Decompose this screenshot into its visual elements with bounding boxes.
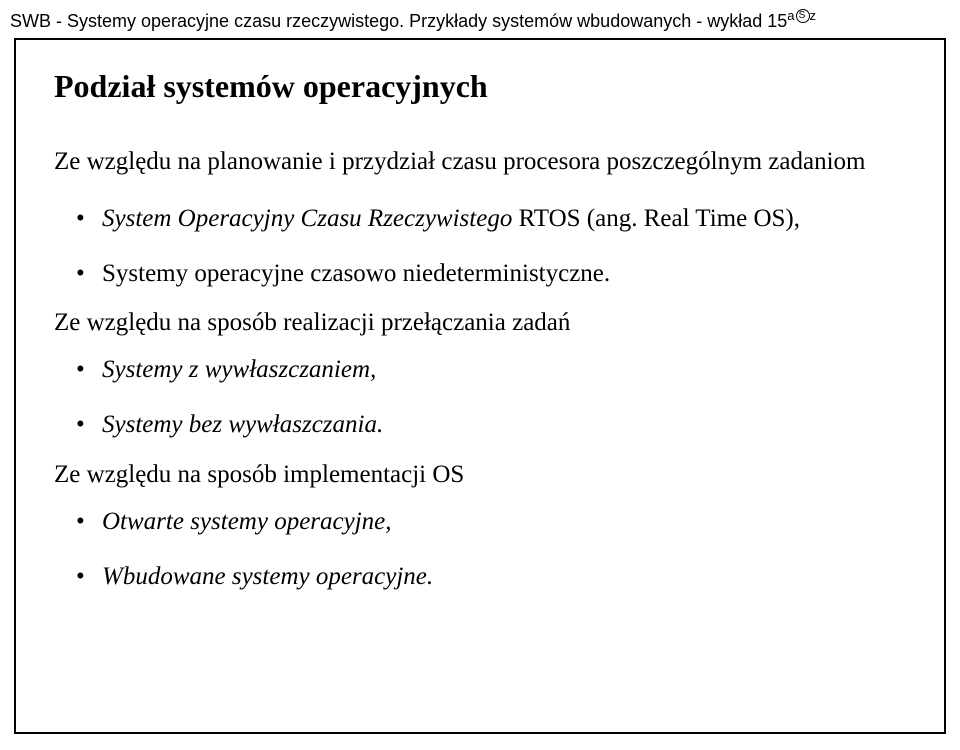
list-item: System Operacyjny Czasu Rzeczywistego RT… xyxy=(102,200,906,239)
section2-intro: Ze względu na sposób realizacji przełącz… xyxy=(54,309,906,337)
list-item: Otwarte systemy operacyjne, xyxy=(102,503,906,542)
list-item: Systemy z wywłaszczaniem, xyxy=(102,351,906,390)
bullet-italic: Systemy z wywłaszczaniem, xyxy=(102,356,376,383)
section1-bullets: System Operacyjny Czasu Rzeczywistego RT… xyxy=(54,200,906,294)
slide-title: Podział systemów operacyjnych xyxy=(54,68,906,105)
list-item: Systemy bez wywłaszczania. xyxy=(102,406,906,445)
bullet-italic: Systemy bez wywłaszczania. xyxy=(102,411,383,438)
list-item: Systemy operacyjne czasowo niedeterminis… xyxy=(102,255,906,294)
bullet-italic: Otwarte systemy operacyjne, xyxy=(102,508,392,535)
bullet-text: Systemy operacyjne czasowo niedeterminis… xyxy=(102,260,610,287)
list-item: Wbudowane systemy operacyjne. xyxy=(102,558,906,597)
section3-bullets: Otwarte systemy operacyjne, Wbudowane sy… xyxy=(54,503,906,597)
content-frame: Podział systemów operacyjnych Ze względu… xyxy=(14,38,946,734)
section2-bullets: Systemy z wywłaszczaniem, Systemy bez wy… xyxy=(54,351,906,445)
section3-intro: Ze względu na sposób implementacji OS xyxy=(54,461,906,489)
header-text: SWB - Systemy operacyjne czasu rzeczywis… xyxy=(10,11,787,31)
bullet-italic: System Operacyjny Czasu Rzeczywistego xyxy=(102,205,512,232)
page-header: SWB - Systemy operacyjne czasu rzeczywis… xyxy=(0,0,960,38)
section1-intro: Ze względu na planowanie i przydział cza… xyxy=(54,143,906,182)
header-superscript: aSz xyxy=(787,8,817,23)
bullet-italic: Wbudowane systemy operacyjne. xyxy=(102,563,433,590)
bullet-rest: RTOS (ang. Real Time OS), xyxy=(512,205,800,232)
